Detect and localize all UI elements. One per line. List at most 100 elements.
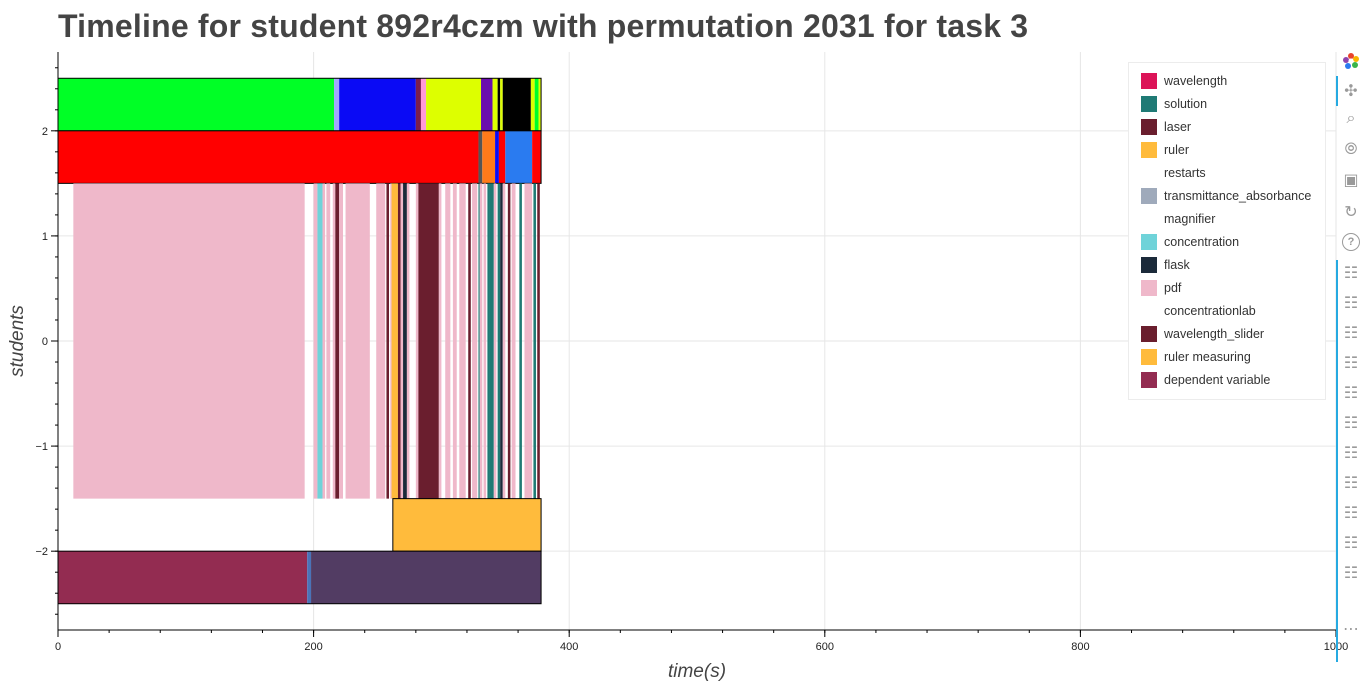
reset-tool-icon[interactable]: ↻ bbox=[1344, 204, 1358, 221]
timeline-segment[interactable] bbox=[507, 183, 511, 499]
legend-item[interactable]: restarts bbox=[1129, 161, 1325, 184]
timeline-segment[interactable] bbox=[403, 183, 407, 499]
timeline-segment[interactable] bbox=[313, 183, 318, 499]
timeline-segment[interactable] bbox=[307, 551, 312, 604]
timeline-segment[interactable] bbox=[483, 183, 487, 499]
more-tools-icon[interactable]: ⋯ bbox=[1343, 621, 1359, 638]
hover-tool-icon[interactable]: ☷ bbox=[1343, 295, 1359, 312]
timeline-segment[interactable] bbox=[420, 78, 427, 131]
timeline-segment[interactable] bbox=[493, 183, 497, 499]
legend-item[interactable]: concentrationlab bbox=[1129, 299, 1325, 322]
legend-item[interactable]: wavelength_slider bbox=[1129, 322, 1325, 345]
wheel-zoom-tool-icon[interactable]: ⦾ bbox=[1344, 141, 1358, 158]
hover-tool-icon[interactable]: ☷ bbox=[1343, 265, 1359, 282]
timeline-segment[interactable] bbox=[495, 130, 499, 184]
timeline-segment[interactable] bbox=[497, 183, 501, 499]
hover-tool-icon[interactable]: ☷ bbox=[1343, 355, 1359, 372]
timeline-segment[interactable] bbox=[537, 183, 540, 499]
hover-tool-icon[interactable]: ☷ bbox=[1343, 535, 1359, 552]
timeline-segment[interactable] bbox=[459, 183, 466, 499]
legend-item[interactable]: concentration bbox=[1129, 230, 1325, 253]
timeline-segment[interactable] bbox=[468, 183, 471, 499]
timeline-segment[interactable] bbox=[58, 78, 335, 131]
legend-item[interactable]: ruler bbox=[1129, 138, 1325, 161]
timeline-segment[interactable] bbox=[498, 130, 506, 184]
timeline-segment[interactable] bbox=[479, 183, 483, 499]
timeline-segment[interactable] bbox=[445, 183, 451, 499]
timeline-segment[interactable] bbox=[532, 130, 542, 184]
timeline-segment[interactable] bbox=[311, 551, 542, 604]
timeline-segment[interactable] bbox=[376, 183, 386, 499]
hover-tool-icon[interactable]: ☷ bbox=[1343, 565, 1359, 582]
timeline-segment[interactable] bbox=[406, 183, 410, 499]
save-tool-icon[interactable]: ▣ bbox=[1343, 172, 1359, 189]
legend-item[interactable]: laser bbox=[1129, 115, 1325, 138]
timeline-segment[interactable] bbox=[472, 183, 478, 499]
timeline-segment[interactable] bbox=[335, 183, 340, 499]
timeline-segment[interactable] bbox=[390, 183, 392, 499]
timeline-segment[interactable] bbox=[497, 78, 501, 131]
pan-tool-icon[interactable]: ✣ bbox=[1344, 83, 1358, 100]
timeline-segment[interactable] bbox=[426, 78, 482, 131]
timeline-segment[interactable] bbox=[538, 78, 542, 131]
hover-tool-icon[interactable]: ☷ bbox=[1343, 325, 1359, 342]
timeline-segment[interactable] bbox=[415, 78, 421, 131]
timeline-segment[interactable] bbox=[438, 183, 442, 499]
timeline-segment[interactable] bbox=[530, 78, 535, 131]
chart-title: Timeline for student 892r4czm with permu… bbox=[58, 8, 1029, 44]
timeline-segment[interactable] bbox=[391, 183, 398, 499]
legend-item[interactable]: wavelength bbox=[1129, 69, 1325, 92]
timeline-segment[interactable] bbox=[392, 498, 542, 552]
timeline-segment[interactable] bbox=[489, 183, 494, 499]
timeline-segment[interactable] bbox=[452, 183, 457, 499]
timeline-segment[interactable] bbox=[332, 183, 336, 499]
timeline-segment[interactable] bbox=[500, 78, 503, 131]
timeline-segment[interactable] bbox=[519, 183, 522, 499]
timeline-segment[interactable] bbox=[58, 130, 479, 184]
legend-item[interactable]: magnifier bbox=[1129, 207, 1325, 230]
timeline-segment[interactable] bbox=[482, 130, 496, 184]
timeline-segment[interactable] bbox=[322, 183, 326, 499]
timeline-segment[interactable] bbox=[478, 130, 483, 184]
timeline-segment[interactable] bbox=[502, 183, 506, 499]
timeline-segment[interactable] bbox=[339, 78, 416, 131]
timeline-segment[interactable] bbox=[492, 78, 498, 131]
timeline-segment[interactable] bbox=[397, 183, 401, 499]
legend-item[interactable]: flask bbox=[1129, 253, 1325, 276]
timeline-segment[interactable] bbox=[500, 183, 503, 499]
hover-tool-icon[interactable]: ☷ bbox=[1343, 505, 1359, 522]
bokeh-logo-icon[interactable] bbox=[1340, 50, 1362, 72]
hover-tool-icon[interactable]: ☷ bbox=[1343, 415, 1359, 432]
timeline-segment[interactable] bbox=[326, 183, 331, 499]
timeline-segment[interactable] bbox=[400, 183, 404, 499]
timeline-segment[interactable] bbox=[339, 183, 343, 499]
timeline-segment[interactable] bbox=[524, 183, 533, 499]
hover-tool-icon[interactable]: ☷ bbox=[1343, 385, 1359, 402]
legend-item[interactable]: ruler measuring bbox=[1129, 345, 1325, 368]
hover-tool-icon[interactable]: ☷ bbox=[1343, 445, 1359, 462]
timeline-segment[interactable] bbox=[386, 183, 390, 499]
legend-item[interactable]: dependent variable bbox=[1129, 368, 1325, 391]
timeline-segment[interactable] bbox=[533, 183, 536, 499]
help-tool-icon[interactable]: ? bbox=[1340, 231, 1362, 253]
timeline-segment[interactable] bbox=[334, 78, 340, 131]
timeline-segment[interactable] bbox=[73, 183, 305, 499]
timeline-segment[interactable] bbox=[317, 183, 323, 499]
timeline-segment[interactable] bbox=[345, 183, 370, 499]
timeline-segment[interactable] bbox=[58, 551, 308, 604]
timeline-segment[interactable] bbox=[487, 183, 490, 499]
timeline-segment[interactable] bbox=[534, 78, 539, 131]
hover-tool-icon[interactable]: ☷ bbox=[1343, 475, 1359, 492]
legend-item[interactable]: pdf bbox=[1129, 276, 1325, 299]
timeline-segment[interactable] bbox=[505, 130, 533, 184]
timeline-segment[interactable] bbox=[478, 183, 480, 499]
timeline-segment[interactable] bbox=[511, 183, 516, 499]
timeline-segment[interactable] bbox=[418, 183, 439, 499]
box-zoom-tool-icon[interactable]: ⌕ bbox=[1346, 110, 1356, 127]
legend-item[interactable]: transmittance_absorbance bbox=[1129, 184, 1325, 207]
legend-item[interactable]: solution bbox=[1129, 92, 1325, 115]
timeline-segment[interactable] bbox=[481, 78, 493, 131]
timeline-segment[interactable] bbox=[502, 78, 531, 131]
timeline-segment[interactable] bbox=[415, 183, 419, 499]
